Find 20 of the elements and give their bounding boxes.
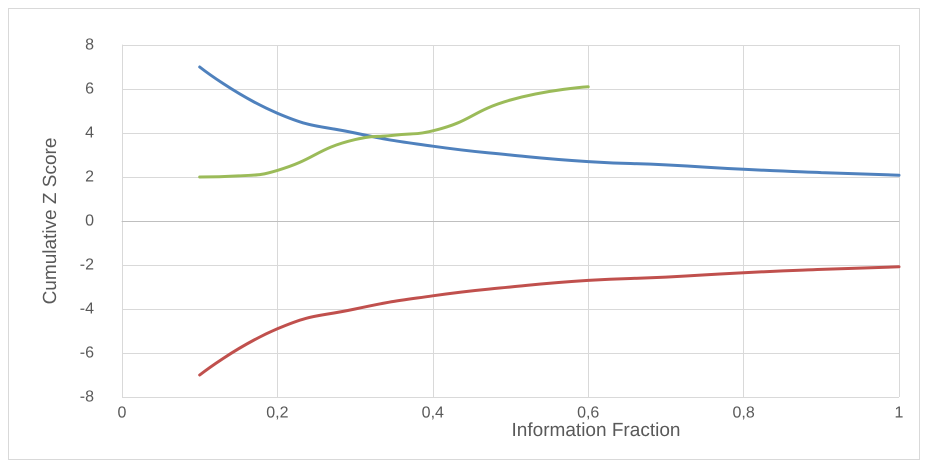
y-axis-title: Cumulative Z Score [40,138,61,304]
x-tick-label: 0,4 [422,404,444,422]
y-tick-label: 4 [85,124,94,142]
line-series [198,85,590,178]
y-tick-label: -4 [80,300,94,318]
y-tick-label: 8 [85,36,94,54]
y-tick-label: 2 [85,168,94,186]
x-axis-title: Information Fraction [512,420,680,441]
line-series [198,66,900,177]
y-tick-label: -2 [80,256,94,274]
x-tick-label: 0 [118,404,127,422]
x-tick-label: 0,8 [732,404,755,422]
y-tick-label: -6 [80,344,94,362]
y-tick-label: 0 [85,212,94,230]
x-tick-label: 0,6 [577,404,600,422]
x-tick-label: 1 [894,404,904,422]
x-tick-label: 0,2 [266,404,289,422]
y-tick-label: -8 [80,388,94,406]
line-series [198,265,900,376]
y-tick-label: 6 [85,80,94,98]
